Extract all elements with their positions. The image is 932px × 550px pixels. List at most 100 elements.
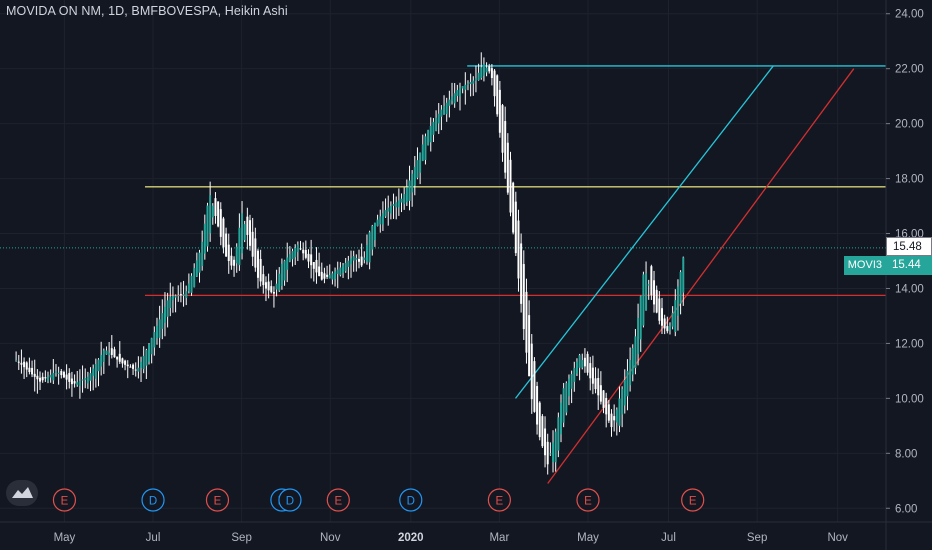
candle-body <box>65 374 68 380</box>
candle-body <box>469 82 472 85</box>
candle-body <box>116 356 119 360</box>
candle-body <box>365 244 368 262</box>
candle-body <box>538 402 541 438</box>
candle-body <box>655 289 658 313</box>
candle-body <box>140 361 143 368</box>
candle-body <box>474 78 477 81</box>
candle-body <box>193 268 196 288</box>
candle-body <box>607 404 610 421</box>
candle-body <box>105 350 108 355</box>
candle-body <box>578 355 581 368</box>
candle-body <box>485 67 488 73</box>
event-markers[interactable]: EDEDDEDEEE <box>52 488 705 512</box>
candle-body <box>400 198 403 203</box>
candle-body <box>70 378 73 385</box>
candle-body <box>243 224 246 241</box>
candle-body <box>597 378 600 396</box>
candle-body <box>124 360 127 365</box>
candle-body <box>283 260 286 281</box>
candle-body <box>304 249 307 258</box>
candle-body <box>97 359 100 372</box>
candle-body <box>296 244 299 253</box>
candle-body <box>153 332 156 348</box>
time-tick-label: Mar <box>489 532 509 544</box>
candle-body <box>666 326 669 332</box>
chart-drawings[interactable] <box>144 65 886 484</box>
candle-body <box>31 367 34 375</box>
candle-body <box>591 367 594 384</box>
candle-body <box>567 378 570 397</box>
candle-body <box>650 266 653 296</box>
candle-body <box>76 382 79 385</box>
candle-body <box>355 258 358 260</box>
candle-body <box>256 250 259 278</box>
candle-body <box>23 361 26 368</box>
candle-body <box>158 319 161 338</box>
candle-body <box>554 431 557 463</box>
candle-body <box>416 160 419 178</box>
candle-body <box>501 105 504 153</box>
candle-body <box>583 357 586 367</box>
candle-body <box>440 109 443 117</box>
trend-line <box>547 68 855 484</box>
dividend-marker <box>399 488 423 512</box>
candle-body <box>47 376 50 381</box>
candle-body <box>246 216 249 235</box>
candle-body <box>217 201 220 227</box>
candle-body <box>671 312 674 327</box>
candle-body <box>264 282 267 289</box>
candle-body <box>552 442 555 463</box>
candle-body <box>674 300 677 333</box>
candle-body <box>384 210 387 217</box>
earnings-marker <box>205 488 230 512</box>
time-tick-label: Nov <box>320 532 341 544</box>
candle-body <box>222 218 225 248</box>
price-tick-label: 6.00 <box>895 503 917 515</box>
candle-body <box>177 295 180 297</box>
time-axis: May Jul Sep Nov 2020 Mar May Jul Sep Nov <box>0 521 932 544</box>
chart-grid <box>0 0 886 522</box>
candle-body <box>639 296 642 340</box>
candle-body <box>435 117 438 131</box>
candle-body <box>299 248 302 250</box>
candle-body <box>132 364 135 369</box>
candle-body <box>28 367 31 372</box>
candle-body <box>536 386 539 425</box>
candle-body <box>121 358 124 364</box>
candle-body <box>411 173 414 193</box>
time-tick-label: May <box>577 532 599 544</box>
candle-body <box>453 93 456 104</box>
candle-body <box>155 325 158 339</box>
candle-body <box>39 377 42 382</box>
event-marker-label: E <box>496 496 504 508</box>
candle-body <box>413 166 416 186</box>
close-price-label: 15.44 <box>886 256 932 275</box>
candle-body <box>448 99 451 106</box>
candle-body <box>241 213 244 254</box>
candle-body <box>546 441 549 465</box>
candle-body <box>342 265 345 273</box>
candle-body <box>610 413 613 428</box>
candle-body <box>663 318 666 329</box>
candle-body <box>490 68 493 79</box>
candle-body <box>108 352 111 356</box>
price-tick-label: 8.00 <box>895 448 917 460</box>
tradingview-logo-icon[interactable] <box>6 480 38 506</box>
candle-body <box>477 72 480 81</box>
candle-body <box>57 372 60 374</box>
candle-body <box>201 241 204 267</box>
candle-body <box>645 273 648 311</box>
candle-body <box>206 205 209 247</box>
candle-body <box>381 213 384 225</box>
candle-body <box>187 283 190 292</box>
earnings-marker <box>326 488 350 512</box>
candle-body <box>634 336 637 369</box>
time-tick-label: Sep <box>747 532 767 544</box>
candle-body <box>166 300 169 317</box>
event-marker-label: D <box>286 496 294 508</box>
candle-body <box>25 362 28 370</box>
candle-body <box>161 313 164 329</box>
candle-body <box>294 247 297 258</box>
candle-body <box>169 296 172 308</box>
